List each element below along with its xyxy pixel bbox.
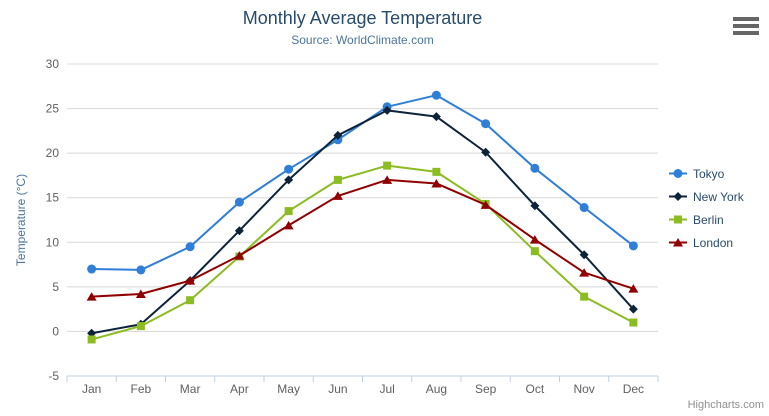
point-new-york-Dec[interactable]	[628, 304, 638, 314]
x-tick-label: Aug	[426, 382, 447, 396]
point-berlin-Oct[interactable]	[530, 247, 539, 256]
x-tick-label: Jun	[328, 382, 347, 396]
point-berlin-Nov[interactable]	[580, 292, 589, 301]
y-axis-title: Temperature (°C)	[14, 173, 28, 267]
point-berlin-May[interactable]	[284, 207, 293, 216]
hamburger-menu-icon	[733, 24, 759, 28]
x-tick-label: Oct	[526, 382, 545, 396]
legend-label: Tokyo	[693, 166, 725, 181]
point-london-May[interactable]	[283, 220, 294, 230]
legend-marker-shape[interactable]	[673, 238, 683, 247]
legend-marker-shape[interactable]	[674, 215, 682, 224]
legend-label: London	[693, 235, 734, 250]
point-new-york-Aug[interactable]	[431, 112, 441, 122]
legend-item-london[interactable]: London	[668, 231, 744, 254]
legend-circle-icon	[668, 167, 688, 180]
y-tick-label: 25	[46, 102, 60, 116]
legend-item-tokyo[interactable]: Tokyo	[668, 162, 744, 185]
point-tokyo-May[interactable]	[284, 164, 294, 174]
point-new-york-Apr[interactable]	[234, 226, 244, 236]
export-menu-button[interactable]	[733, 17, 759, 35]
point-tokyo-Oct[interactable]	[530, 163, 540, 173]
point-london-Jul[interactable]	[382, 175, 393, 184]
x-tick-label: May	[277, 382, 300, 396]
point-new-york-Sep[interactable]	[481, 147, 491, 157]
x-tick-label: Jul	[379, 382, 394, 396]
point-new-york-May[interactable]	[284, 175, 294, 185]
point-berlin-Dec[interactable]	[629, 318, 638, 327]
hamburger-menu-icon	[733, 17, 759, 21]
legend-square-glyph	[669, 215, 687, 224]
point-tokyo-Dec[interactable]	[628, 241, 638, 251]
point-london-Jun[interactable]	[332, 191, 343, 200]
point-berlin-Feb[interactable]	[136, 322, 145, 331]
x-tick-label: Dec	[623, 382, 644, 396]
legend-marker-shape[interactable]	[673, 169, 683, 178]
point-london-Nov[interactable]	[579, 268, 590, 277]
x-tick-label: Apr	[230, 382, 249, 396]
point-london-Feb[interactable]	[135, 289, 146, 298]
y-tick-label: 0	[52, 324, 59, 338]
legend-item-berlin[interactable]: Berlin	[668, 208, 744, 231]
point-new-york-Nov[interactable]	[579, 250, 589, 260]
point-berlin-Aug[interactable]	[432, 167, 441, 176]
point-tokyo-Apr[interactable]	[234, 197, 244, 207]
legend-triangle-icon	[668, 236, 688, 249]
highcharts-credit-link[interactable]: Highcharts.com	[687, 399, 764, 411]
legend: Tokyo New York Berlin London	[668, 162, 744, 254]
y-tick-label: 5	[52, 280, 59, 294]
chart-title: Monthly Average Temperature	[242, 8, 483, 28]
x-tick-label: Mar	[180, 382, 201, 396]
point-berlin-Mar[interactable]	[186, 296, 195, 305]
legend-label: New York	[693, 189, 744, 204]
point-london-Dec[interactable]	[628, 284, 639, 293]
x-tick-label: Feb	[131, 382, 152, 396]
y-tick-label: -5	[48, 369, 59, 383]
series-tokyo-line[interactable]	[90, 94, 635, 271]
legend-diamond-icon	[668, 190, 688, 203]
point-new-york-Jul[interactable]	[382, 105, 392, 115]
point-berlin-Jan[interactable]	[87, 335, 96, 344]
series-london-line[interactable]	[90, 178, 635, 298]
legend-triangle-glyph	[669, 238, 687, 247]
point-tokyo-Jan[interactable]	[87, 264, 97, 274]
point-london-Jan[interactable]	[86, 292, 97, 301]
series-berlin-line[interactable]	[90, 164, 635, 341]
chart-subtitle: Source: WorldClimate.com	[291, 33, 434, 47]
legend-square-icon	[668, 213, 688, 226]
x-tick-label: Jan	[82, 382, 101, 396]
point-berlin-Jun[interactable]	[333, 175, 342, 184]
point-london-Oct[interactable]	[529, 235, 540, 244]
legend-item-new-york[interactable]: New York	[668, 185, 744, 208]
legend-circle-glyph	[669, 169, 687, 178]
x-tick-label: Sep	[475, 382, 497, 396]
point-tokyo-Sep[interactable]	[481, 119, 491, 129]
hamburger-menu-icon	[733, 31, 759, 35]
point-new-york-Oct[interactable]	[530, 201, 540, 211]
y-tick-label: 30	[46, 57, 60, 71]
y-tick-label: 10	[46, 235, 60, 249]
point-berlin-Jul[interactable]	[383, 161, 392, 170]
point-tokyo-Aug[interactable]	[431, 90, 441, 100]
legend-diamond-glyph	[669, 192, 687, 201]
point-new-york-Jun[interactable]	[333, 130, 343, 140]
point-tokyo-Mar[interactable]	[185, 242, 195, 252]
series-new-york-line[interactable]	[90, 109, 635, 335]
point-tokyo-Nov[interactable]	[579, 203, 589, 213]
x-tick-label: Nov	[573, 382, 594, 396]
point-london-Sep[interactable]	[480, 200, 491, 209]
y-tick-label: 20	[46, 146, 60, 160]
y-tick-label: 15	[46, 191, 60, 205]
point-london-Mar[interactable]	[185, 276, 196, 285]
point-london-Aug[interactable]	[431, 178, 442, 188]
point-london-Apr[interactable]	[234, 251, 245, 260]
legend-marker-shape[interactable]	[673, 192, 683, 201]
point-tokyo-Feb[interactable]	[136, 265, 146, 275]
legend-label: Berlin	[693, 212, 724, 227]
